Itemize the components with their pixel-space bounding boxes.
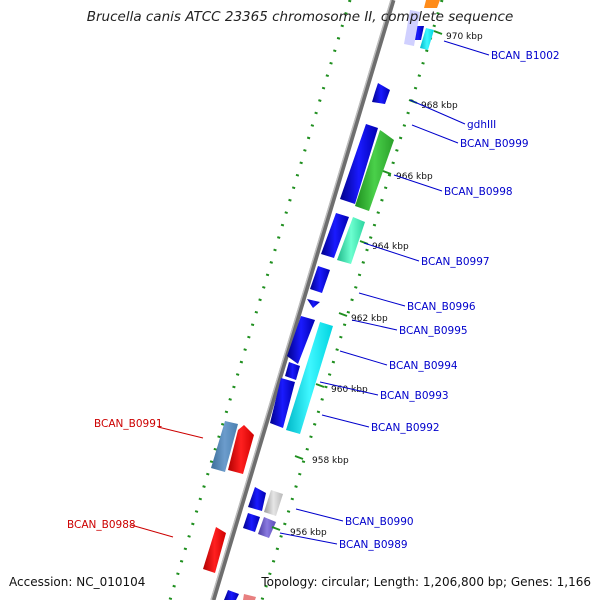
tick-label-970: 970 kbp: [446, 32, 483, 42]
gene-small-arrow[interactable]: [307, 299, 320, 308]
gene-label-b0989[interactable]: BCAN_B0989: [339, 539, 408, 551]
gene-cyan-0992[interactable]: [286, 322, 333, 434]
gene-label-b0992[interactable]: BCAN_B0992: [371, 422, 440, 434]
right-leader-lines: [279, 40, 490, 545]
gene-red-0991[interactable]: [228, 425, 254, 474]
left-gene-labels: BCAN_B0991 BCAN_B0988: [67, 418, 163, 531]
gene-forward-0993[interactable]: [270, 378, 295, 428]
tick-label-958: 958 kbp: [312, 456, 349, 466]
scale-tick-labels: 970 kbp 968 kbp 966 kbp 964 kbp 962 kbp …: [290, 32, 483, 538]
gene-label-b1002[interactable]: BCAN_B1002: [491, 50, 560, 62]
gene-sea-0997[interactable]: [337, 217, 365, 264]
tick-label-966: 966 kbp: [396, 172, 433, 182]
left-leader-lines: [130, 426, 204, 538]
gene-label-gdhIII[interactable]: gdhIII: [467, 119, 496, 131]
gene-gdhIII[interactable]: [372, 83, 390, 104]
tick-label-956: 956 kbp: [290, 528, 327, 538]
gene-label-b0993[interactable]: BCAN_B0993: [380, 390, 449, 402]
gene-purple-0989[interactable]: [258, 517, 276, 538]
gene-bottom-pair[interactable]: [224, 590, 256, 600]
gene-label-b0990[interactable]: BCAN_B0990: [345, 516, 414, 528]
gene-steel-0991[interactable]: [211, 421, 238, 472]
map-title: Brucella canis ATCC 23365 chromosome II,…: [86, 9, 514, 25]
gene-orange-top[interactable]: [424, 0, 440, 8]
gene-label-b0998[interactable]: BCAN_B0998: [444, 186, 513, 198]
gene-red-0988[interactable]: [203, 527, 226, 573]
tick-label-968: 968 kbp: [421, 101, 458, 111]
gene-forward-0999[interactable]: [340, 124, 378, 204]
topology-summary: Topology: circular; Length: 1,206,800 bp…: [261, 575, 591, 589]
gene-label-b0997[interactable]: BCAN_B0997: [421, 256, 490, 268]
gene-forward-0990[interactable]: [248, 487, 266, 511]
accession-text: Accession: NC_010104: [9, 575, 146, 589]
gene-label-b0996[interactable]: BCAN_B0996: [407, 301, 476, 313]
gene-label-b0994[interactable]: BCAN_B0994: [389, 360, 458, 372]
tick-label-962: 962 kbp: [351, 314, 388, 324]
gene-gray-0990[interactable]: [264, 490, 283, 516]
right-gene-labels: BCAN_B1002 gdhIII BCAN_B0999 BCAN_B0998 …: [339, 50, 560, 551]
gene-forward-0996[interactable]: [310, 266, 330, 293]
gene-forward-0994[interactable]: [285, 362, 300, 380]
gene-green-0998[interactable]: [355, 130, 394, 211]
gene-label-b0995[interactable]: BCAN_B0995: [399, 325, 468, 337]
gene-label-b0991[interactable]: BCAN_B0991: [94, 418, 163, 430]
outer-dotted-track: [168, 0, 352, 600]
chromosome-backbone: [210, 0, 396, 600]
gene-label-b0999[interactable]: BCAN_B0999: [460, 138, 529, 150]
gene-forward-0998[interactable]: [321, 213, 349, 258]
scale-ticks: [271, 30, 443, 531]
gene-forward-0995[interactable]: [287, 316, 315, 364]
tick-label-964: 964 kbp: [372, 242, 409, 252]
inner-dotted-track: [260, 0, 444, 600]
gene-inner-top[interactable]: [404, 10, 434, 50]
tick-label-960: 960 kbp: [331, 385, 368, 395]
gene-forward-0989[interactable]: [243, 513, 260, 532]
gene-label-b0988[interactable]: BCAN_B0988: [67, 519, 136, 531]
